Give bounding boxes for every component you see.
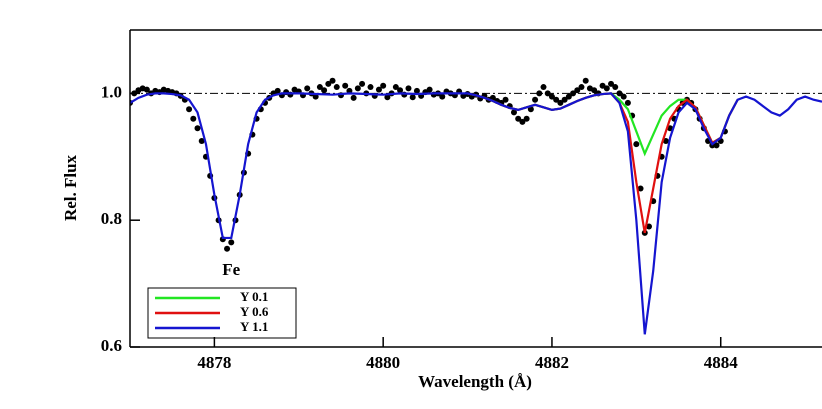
x-tick-label: 4878: [197, 353, 231, 372]
observed-point: [557, 99, 564, 106]
observed-point: [591, 87, 598, 94]
observed-point: [608, 80, 615, 87]
legend: Y 0.1Y 0.6Y 1.1: [147, 287, 297, 339]
observed-point: [646, 223, 652, 230]
x-tick-label: 4880: [366, 353, 400, 372]
observed-point: [304, 85, 311, 92]
observed-point: [603, 85, 610, 92]
observed-point: [321, 87, 328, 94]
observed-point: [194, 125, 201, 132]
annotation: Fe: [222, 260, 240, 279]
legend-label: Y 0.6: [240, 304, 269, 319]
observed-point: [316, 84, 323, 91]
observed-point: [325, 80, 332, 87]
observed-point: [350, 94, 357, 101]
observed-point: [342, 82, 349, 89]
observed-point: [413, 87, 420, 94]
observed-point: [612, 84, 619, 91]
observed-point: [333, 84, 340, 91]
spectrum-line: [467, 92, 739, 157]
observed-point: [397, 87, 404, 94]
observed-point: [405, 85, 412, 92]
observed-point: [384, 94, 391, 101]
observed-point: [570, 90, 577, 97]
observed-point: [523, 115, 530, 122]
observed-point: [662, 137, 669, 144]
y-tick-label: 1.0: [101, 82, 122, 101]
observed-point: [224, 245, 231, 252]
x-tick-label: 4884: [704, 353, 739, 372]
observed-point: [375, 86, 382, 93]
observed-point: [624, 99, 631, 106]
observed-point: [578, 84, 585, 91]
observed-point: [633, 141, 640, 148]
x-axis-label: Wavelength (Å): [418, 372, 532, 391]
observed-point: [502, 96, 509, 103]
observed-point: [515, 115, 522, 122]
observed-point: [532, 96, 539, 103]
observed-point: [616, 90, 623, 97]
observed-point: [637, 185, 644, 192]
observed-point: [620, 93, 627, 100]
observed-point: [667, 125, 674, 132]
observed-point: [329, 77, 336, 84]
observed-point: [527, 106, 534, 113]
observed-point: [565, 93, 572, 100]
observed-point: [510, 109, 517, 116]
y-tick-label: 0.6: [101, 336, 122, 355]
legend-label: Y 1.1: [240, 319, 268, 334]
observed-point: [380, 82, 387, 89]
x-tick-label: 4882: [535, 353, 569, 372]
observed-point: [519, 118, 526, 125]
observed-point: [274, 87, 281, 94]
observed-point: [359, 80, 366, 87]
observed-point: [198, 137, 205, 144]
observed-point: [228, 239, 235, 246]
observed-point: [426, 86, 433, 93]
observed-point: [367, 84, 374, 91]
legend-label: Y 0.1: [240, 289, 268, 304]
observed-point: [713, 142, 720, 149]
observed-point: [190, 115, 197, 122]
observed-point: [536, 90, 543, 97]
plot-area: [130, 77, 822, 335]
observed-point: [186, 106, 193, 113]
observed-point: [561, 96, 568, 103]
observed-point: [143, 86, 150, 93]
observed-point: [574, 87, 581, 94]
spectrum-line: [130, 92, 822, 335]
y-tick-label: 0.8: [101, 209, 122, 228]
observed-point: [439, 93, 446, 100]
y-axis-label: Rel. Flux: [61, 154, 80, 221]
observed-point: [540, 84, 547, 91]
observed-point: [392, 84, 399, 91]
observed-point: [548, 93, 555, 100]
observed-point: [582, 77, 589, 84]
observed-point: [409, 94, 416, 101]
observed-point: [544, 90, 551, 97]
observed-point: [354, 85, 361, 92]
observed-point: [553, 96, 560, 103]
